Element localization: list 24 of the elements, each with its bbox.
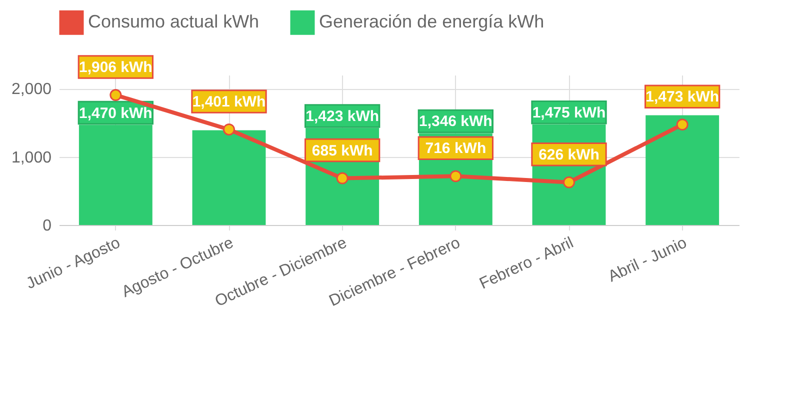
data-label: 1,473 kWh xyxy=(646,88,720,106)
point xyxy=(676,118,688,131)
data-label: 1,906 kWh xyxy=(78,59,152,76)
data-label: 1,346 kWh xyxy=(418,113,492,130)
x-tick-label: Abril - Junio xyxy=(606,234,690,286)
point xyxy=(563,176,575,188)
y-tick-label: 0 xyxy=(42,218,52,234)
data-label: 716 kWh xyxy=(425,140,486,158)
legend-label: Generación de energía kWh xyxy=(319,12,544,32)
point xyxy=(223,123,235,136)
data-label: 1,470 kWh xyxy=(78,104,152,122)
point xyxy=(110,89,122,102)
point xyxy=(450,170,462,182)
bar xyxy=(646,115,720,225)
data-label: 685 kWh xyxy=(312,142,373,160)
y-tick-label: 1,000 xyxy=(11,149,52,166)
data-label: 1,475 kWh xyxy=(532,104,606,122)
bar xyxy=(192,130,266,225)
legend-label: Consumo actual kWh xyxy=(88,12,260,32)
data-label: 1,401 kWh xyxy=(192,93,266,110)
point xyxy=(336,172,348,184)
data-label: 626 kWh xyxy=(538,146,600,164)
y-tick-label: 2,000 xyxy=(11,81,52,98)
data-label: 1,423 kWh xyxy=(306,108,380,125)
